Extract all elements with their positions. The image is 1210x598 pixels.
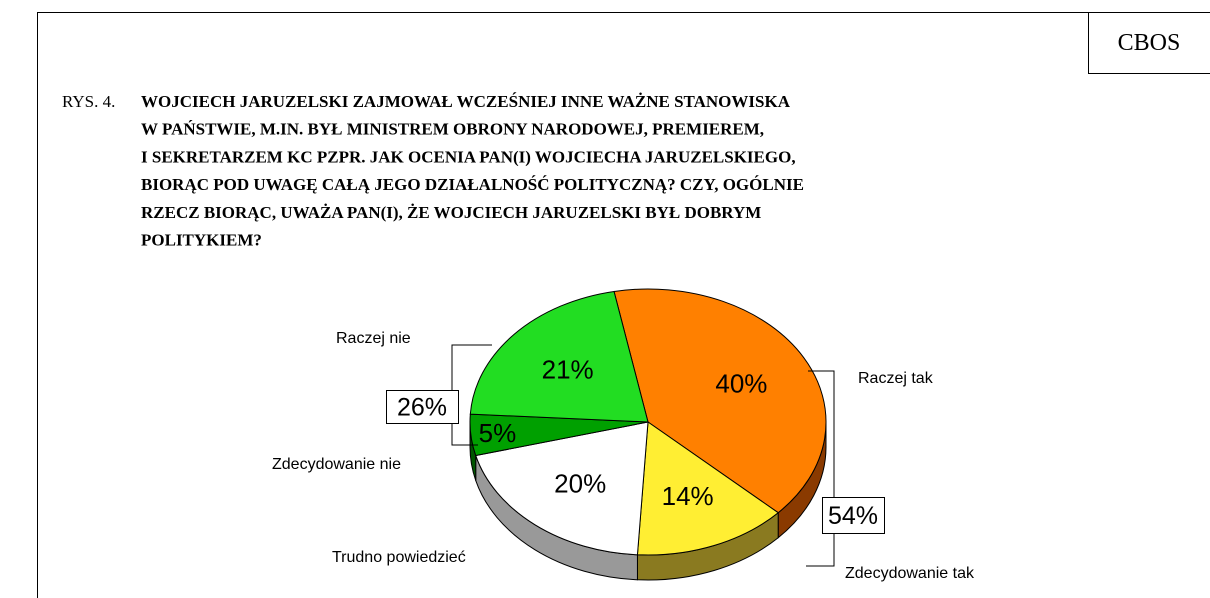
- group-total-box: [822, 497, 885, 534]
- category-label: Trudno powiedzieć: [332, 549, 466, 566]
- pie-slice: [636, 421, 780, 556]
- category-label: Zdecydowanie nie: [272, 456, 401, 473]
- frame: [37, 12, 1210, 598]
- labels: 40% 14% 20% 5% 21% Raczej tak Zdecydowanie tak…: [272, 330, 975, 582]
- category-label: Raczej nie: [336, 330, 411, 347]
- slice-label: 14%: [662, 481, 714, 511]
- slice-label: 40%: [715, 368, 767, 398]
- source: CBOS: [1118, 30, 1181, 56]
- slice-label: 20%: [554, 469, 606, 499]
- source-box: [1088, 12, 1210, 74]
- group-total: 54%: [828, 502, 878, 530]
- title-line: RZECZ BIORĄC, UWAŻA PAN(I), ŻE WOJCIECH …: [141, 203, 761, 222]
- title: WOJCIECH JARUZELSKI ZAJMOWAŁ WCZEŚNIEJ I…: [141, 92, 804, 250]
- title-line: WOJCIECH JARUZELSKI ZAJMOWAŁ WCZEŚNIEJ I…: [141, 92, 791, 111]
- bracket: [806, 370, 835, 567]
- category-label: Zdecydowanie tak: [845, 565, 975, 582]
- title-line: W PAŃSTWIE, M.IN. BYŁ MINISTREM OBRONY N…: [141, 120, 764, 139]
- bracket: [451, 344, 492, 446]
- pie-slice: [475, 421, 649, 556]
- figure-number: RYS. 4.: [62, 92, 115, 111]
- title-line: POLITYKIEM?: [141, 231, 262, 250]
- group-total: 26%: [397, 394, 447, 422]
- title-line: I SEKRETARZEM KC PZPR. JAK OCENIA PAN(I)…: [141, 147, 796, 166]
- pie-slice: [613, 288, 827, 514]
- category-label: Raczej tak: [858, 370, 934, 387]
- pie-slice: [469, 290, 649, 423]
- pie-tops: [469, 288, 827, 556]
- group-total-box: [386, 390, 459, 424]
- title-line: BIORĄC POD UWAGĘ CAŁĄ JEGO DZIAŁALNOŚĆ P…: [141, 175, 804, 194]
- slice-label: 21%: [542, 354, 594, 384]
- slice-label: 5%: [479, 418, 517, 448]
